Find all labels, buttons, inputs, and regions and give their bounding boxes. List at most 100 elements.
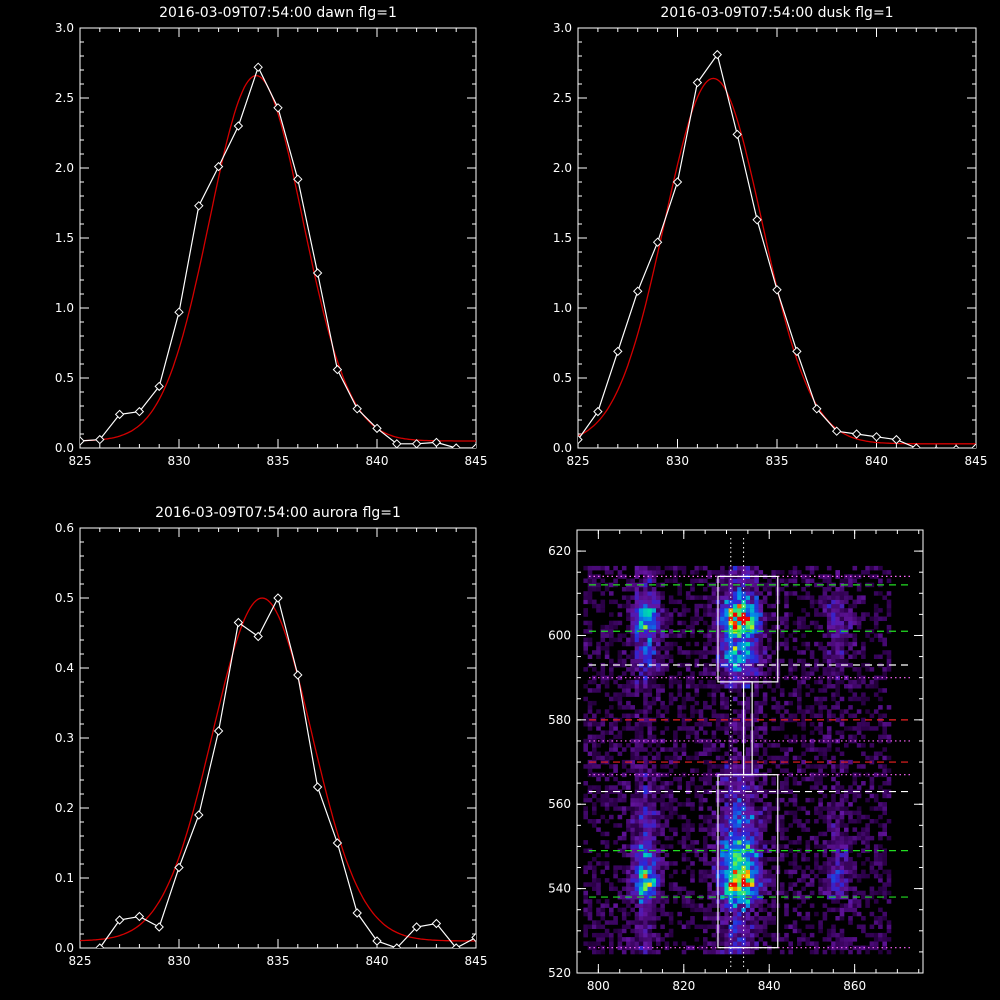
heatmap-cell [720, 608, 725, 613]
heatmap-cell [677, 920, 682, 925]
heatmap-cell [711, 658, 717, 664]
heatmap-cell [805, 882, 811, 887]
heatmap-cell [758, 878, 764, 883]
heatmap-cell [767, 684, 772, 689]
heatmap-cell [647, 565, 653, 571]
heatmap-cell [592, 722, 597, 727]
heatmap-cell [656, 603, 661, 609]
heatmap-cell [613, 823, 618, 828]
heatmap-cell [878, 920, 883, 925]
heatmap-cell [797, 840, 802, 845]
heatmap-cell [797, 722, 802, 727]
heatmap-cell [600, 903, 606, 908]
heatmap-cell [604, 806, 610, 811]
heatmap-cell [643, 688, 648, 693]
heatmap-cell [643, 565, 648, 571]
heatmap-cell [848, 608, 853, 613]
heatmap-cell [754, 932, 759, 938]
heatmap-cell [604, 865, 610, 870]
heatmap-cell [861, 570, 866, 575]
heatmap-cell [762, 806, 768, 811]
heatmap-cell [668, 861, 674, 866]
heatmap-cell [634, 840, 640, 845]
heatmap-cell [835, 890, 840, 896]
heatmap-cell [664, 911, 670, 917]
heatmap-cell [647, 882, 653, 887]
heatmap-cell [694, 924, 700, 929]
heatmap-cell [634, 747, 640, 752]
heatmap-cell [626, 637, 631, 643]
heatmap-cell [681, 743, 687, 748]
heatmap-cell [737, 608, 742, 613]
y-tick-label: 0.0 [553, 441, 572, 455]
heatmap-cell [797, 878, 802, 883]
heatmap-cell [707, 911, 712, 917]
heatmap-cell [814, 835, 819, 841]
heatmap-cell [801, 916, 806, 921]
heatmap-cell [754, 911, 759, 917]
heatmap-cell [762, 700, 768, 706]
heatmap-cell [822, 806, 828, 811]
heatmap-cell [724, 949, 729, 955]
heatmap-cell [724, 599, 729, 605]
heatmap-cell [873, 624, 879, 630]
heatmap-cell [758, 873, 764, 879]
heatmap-cell [604, 565, 610, 571]
heatmap-cell [651, 793, 657, 799]
heatmap-cell [835, 599, 840, 605]
heatmap-cell [869, 667, 875, 672]
heatmap-cell [878, 823, 883, 828]
heatmap-cell [886, 755, 892, 761]
heatmap-cell [784, 907, 789, 913]
heatmap-cell [626, 945, 631, 951]
heatmap-cell [596, 650, 601, 655]
heatmap-cell [814, 679, 819, 685]
heatmap-cell [673, 886, 678, 891]
heatmap-cell [865, 667, 870, 672]
heatmap-cell [634, 844, 640, 849]
y-tick-label: 0.5 [55, 371, 74, 385]
heatmap-cell [728, 641, 734, 647]
heatmap-cell [882, 802, 887, 807]
heatmap-cell [647, 603, 653, 609]
heatmap-cell [621, 907, 627, 913]
heatmap-cell [754, 776, 759, 782]
heatmap-cell [861, 612, 866, 617]
heatmap-cell [638, 873, 644, 879]
heatmap-cell [583, 747, 588, 752]
heatmap-cell [745, 907, 751, 913]
heatmap-cell [638, 865, 644, 870]
heatmap-cell [737, 658, 742, 664]
heatmap-cell [732, 709, 738, 714]
heatmap-cell [758, 806, 764, 811]
heatmap-cell [626, 920, 631, 925]
heatmap-cell [668, 684, 674, 689]
heatmap-cell [703, 684, 708, 689]
heatmap-cell [694, 662, 700, 668]
heatmap-cell [703, 705, 708, 710]
heatmap-cell [861, 831, 866, 837]
heatmap-cell [839, 857, 845, 862]
heatmap-cell [839, 616, 845, 621]
heatmap-cell [656, 894, 661, 900]
x-tick-label: 845 [465, 454, 488, 468]
heatmap-cell [852, 696, 858, 702]
data-point [851, 429, 862, 439]
heatmap-cell [762, 941, 768, 946]
heatmap-cell [685, 726, 691, 731]
heatmap-cell [865, 797, 870, 803]
heatmap-cell [732, 591, 738, 596]
heatmap-cell [754, 924, 759, 929]
heatmap-cell [681, 612, 687, 617]
heatmap-cell [707, 949, 712, 955]
heatmap-cell [634, 738, 640, 744]
heatmap-cell [814, 781, 819, 786]
heatmap-cell [844, 684, 849, 689]
heatmap-cell [664, 624, 670, 630]
heatmap-cell [856, 595, 862, 600]
fit-curve [578, 77, 976, 445]
heatmap-cell [630, 641, 635, 647]
heatmap-cell [767, 768, 772, 773]
heatmap-cell [835, 667, 840, 672]
heatmap-cell [831, 637, 836, 643]
